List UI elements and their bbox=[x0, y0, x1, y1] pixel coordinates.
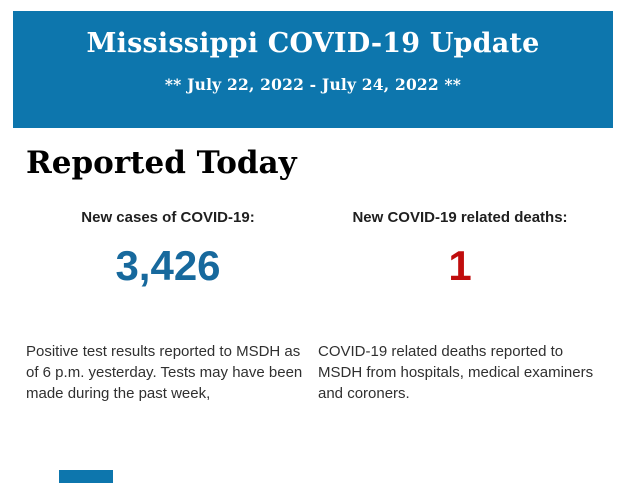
stats-grid: New cases of COVID-19: 3,426 Positive te… bbox=[26, 209, 610, 404]
deaths-label: New COVID-19 related deaths: bbox=[352, 209, 568, 226]
cases-value: 3,426 bbox=[115, 242, 221, 289]
section-heading: Reported Today bbox=[26, 145, 297, 181]
cases-column: New cases of COVID-19: 3,426 Positive te… bbox=[26, 209, 310, 404]
deaths-description: COVID-19 related deaths reported to MSDH… bbox=[318, 343, 594, 402]
next-section-banner-fragment bbox=[59, 470, 113, 483]
cases-description: Positive test results reported to MSDH a… bbox=[26, 343, 303, 402]
report-section: Reported Today New cases of COVID-19: 3,… bbox=[26, 128, 610, 404]
cases-label: New cases of COVID-19: bbox=[81, 209, 255, 226]
deaths-value: 1 bbox=[448, 242, 472, 289]
header-banner: Mississippi COVID-19 Update ** July 22, … bbox=[13, 11, 613, 128]
newsletter-title: Mississippi COVID-19 Update bbox=[86, 28, 540, 59]
newsletter-date-range: ** July 22, 2022 - July 24, 2022 ** bbox=[164, 75, 462, 94]
deaths-column: New COVID-19 related deaths: 1 COVID-19 … bbox=[318, 209, 602, 404]
